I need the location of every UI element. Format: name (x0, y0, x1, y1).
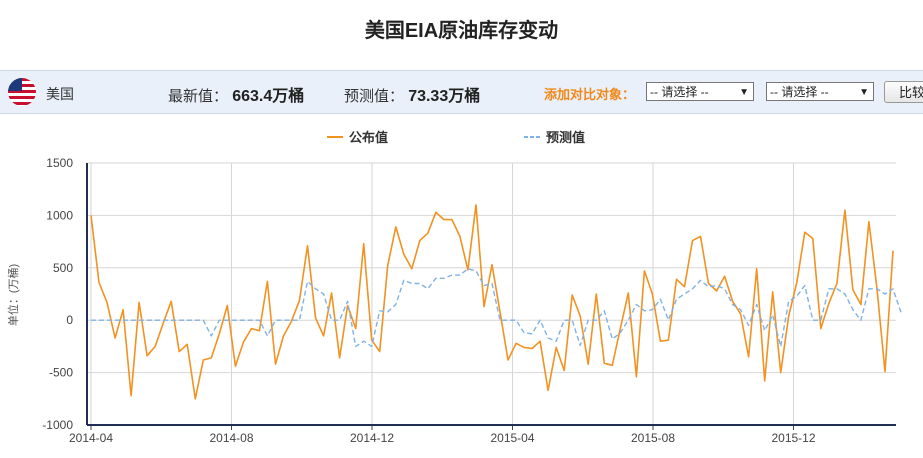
country-name: 美国 (46, 86, 74, 102)
series-line-forecast (91, 268, 902, 348)
page-title: 美国EIA原油库存变动 (364, 20, 559, 42)
series-line-actual (90, 204, 894, 400)
compare-select-1-value: -- 请选择 -- (650, 85, 709, 99)
compare-select-2[interactable]: -- 请选择 -- ▼ (766, 82, 874, 101)
x-tick-label: 2014-12 (350, 431, 394, 445)
compare-label: 添加对比对象： (544, 87, 636, 102)
y-tick-label: -1000 (42, 418, 73, 432)
y-tick-label: 1500 (46, 156, 73, 170)
compare-select-1[interactable]: -- 请选择 -- ▼ (646, 82, 754, 101)
info-bar: 美国 最新值： 663.4万桶 预测值： 73.33万桶 添加对比对象： -- … (0, 70, 923, 114)
x-tick-label: 2014-08 (209, 431, 253, 445)
forecast-value-group: 预测值： 73.33万桶 (344, 82, 480, 106)
x-tick-label: 2015-04 (490, 431, 534, 445)
x-tick-label: 2014-04 (69, 431, 113, 445)
latest-label: 最新值： (168, 88, 229, 105)
legend-label[interactable]: 公布值 (349, 130, 388, 145)
us-flag-icon (8, 78, 36, 106)
compare-select-2-value: -- 请选择 -- (770, 85, 829, 99)
y-axis-label: 单位：(万桶) (6, 264, 20, 326)
y-tick-label: 1000 (46, 208, 73, 222)
y-tick-label: 500 (53, 261, 73, 275)
compare-button[interactable]: 比较 (884, 81, 923, 103)
legend-label[interactable]: 预测值 (546, 130, 585, 145)
latest-value: 663.4万桶 (232, 88, 305, 105)
x-tick-label: 2015-08 (631, 431, 675, 445)
y-tick-label: -500 (49, 366, 73, 380)
latest-value-group: 最新值： 663.4万桶 (168, 82, 304, 106)
x-tick-label: 2015-12 (771, 431, 815, 445)
dropdown-arrow-icon: ▼ (739, 87, 749, 98)
y-tick-label: 0 (66, 313, 73, 327)
forecast-value: 73.33万桶 (408, 88, 481, 105)
dropdown-arrow-icon: ▼ (859, 87, 869, 98)
forecast-label: 预测值： (344, 88, 405, 105)
